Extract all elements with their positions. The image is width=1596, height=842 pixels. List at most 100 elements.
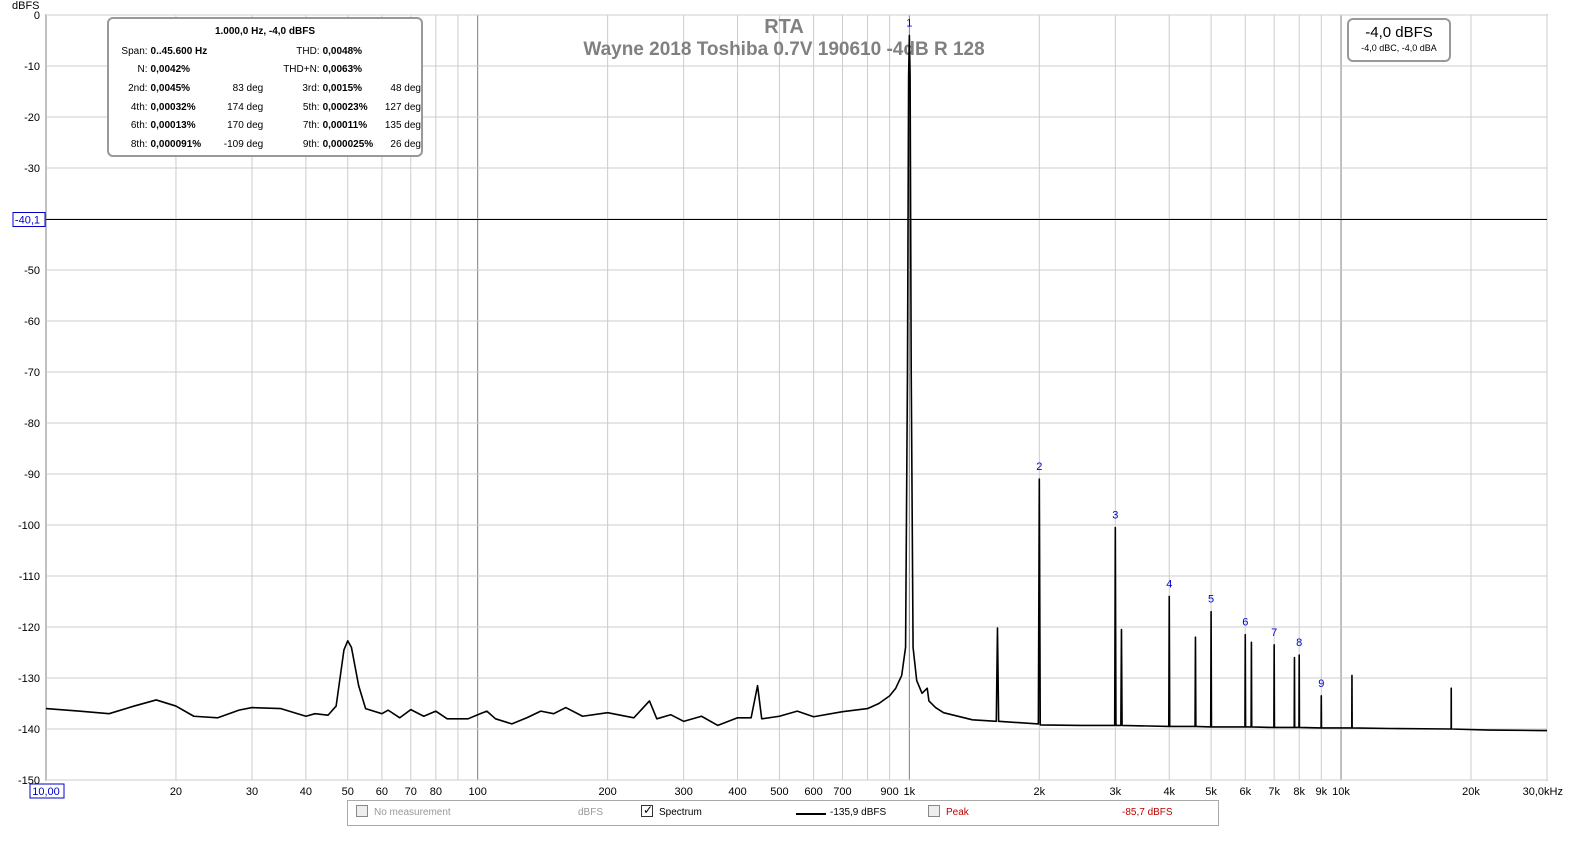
x-tick-label: 4k <box>1163 786 1175 798</box>
x-tick-label: 50 <box>342 786 354 798</box>
stats-cell: 0,00013% <box>150 120 196 132</box>
stats-cell: 83 deg <box>232 82 264 94</box>
stats-cell <box>374 61 421 80</box>
stats-row: 6th: 0,00013% 170 deg 7th: 0,00011% 135 deg <box>111 116 421 135</box>
chart-title: RTA <box>764 16 804 38</box>
stats-cell: 174 deg <box>227 101 264 113</box>
stats-row: Span: 0..45.600 Hz THD: 0,0048% <box>111 42 421 61</box>
no-measurement-unit: dBFS <box>578 807 604 818</box>
y-tick-label: -40,1 <box>15 215 40 227</box>
distortion-stats-panel[interactable]: 1.000,0 Hz, -4,0 dBFS Span: 0..45.600 Hz T… <box>107 17 423 157</box>
peak-checkbox[interactable] <box>928 805 940 817</box>
stats-cell: 0,0048% <box>322 45 363 57</box>
x-tick-label: 2k <box>1033 786 1045 798</box>
stats-cell: 135 deg <box>384 120 421 132</box>
y-tick-label: -80 <box>24 418 40 430</box>
stats-cell: 26 deg <box>390 138 421 150</box>
spectrum-series <box>45 34 1547 732</box>
x-tick-label: 20k <box>1462 786 1480 798</box>
x-tick-label: 200 <box>598 786 616 798</box>
stats-cell <box>219 61 271 80</box>
x-tick-label: 70 <box>405 786 417 798</box>
level-main: -4,0 dBFS <box>1365 24 1433 41</box>
stats-cell: 2nd: <box>128 82 148 94</box>
x-axis: 10,00 20 30 40 50 60 70 80 100 200 300 400 500 600 700… <box>29 783 1563 799</box>
harmonic-label: 9 <box>1318 678 1324 690</box>
spectrum-line-swatch <box>796 813 826 815</box>
x-tick-label: 10,00 <box>32 786 60 798</box>
legend-bar: No measurement dBFS Spectrum -135,9 dBFS… <box>347 800 1219 826</box>
stats-cell: 48 deg <box>390 82 421 94</box>
stats-cell: 0,000025% <box>322 138 374 150</box>
stats-cell: 6th: <box>130 120 148 132</box>
y-tick-label: -20 <box>24 112 40 124</box>
x-tick-label: 700 <box>833 786 851 798</box>
no-measurement-label: No measurement <box>374 807 451 818</box>
stats-cell: 3rd: <box>302 82 320 94</box>
x-tick-label: 30,0kHz <box>1523 786 1563 798</box>
stats-cell <box>219 42 271 61</box>
harmonic-markers: 1 2 3 4 5 6 7 8 9 <box>906 17 1324 689</box>
harmonic-label: 1 <box>906 17 912 29</box>
x-tick-label: 9k <box>1315 786 1327 798</box>
harmonic-label: 7 <box>1271 627 1277 639</box>
level-meter[interactable]: -4,0 dBFS -4,0 dBC, -4,0 dBA <box>1347 18 1451 62</box>
stats-cell: 7th: <box>302 120 320 132</box>
stats-cell: THD+N: <box>283 64 320 76</box>
y-tick-label: -50 <box>24 265 40 277</box>
stats-cell: N: <box>137 64 148 76</box>
x-tick-label: 80 <box>430 786 442 798</box>
y-tick-label: -30 <box>24 163 40 175</box>
y-tick-label: -140 <box>18 724 40 736</box>
x-tick-label: 10k <box>1332 786 1350 798</box>
stats-cell: 8th: <box>130 138 148 150</box>
spectrum-label: Spectrum <box>659 807 702 818</box>
x-tick-label: 500 <box>770 786 788 798</box>
stats-row: 4th: 0,00032% 174 deg 5th: 0,00023% 127 deg <box>111 98 421 117</box>
cursor-x-readout-box <box>29 783 65 799</box>
x-tick-label: 900 <box>880 786 898 798</box>
y-tick-label: -120 <box>18 622 40 634</box>
stats-cell: THD: <box>296 45 320 57</box>
peak-label: Peak <box>946 807 969 818</box>
x-tick-label: 30 <box>246 786 258 798</box>
y-tick-label: -130 <box>18 673 40 685</box>
harmonic-label: 8 <box>1296 637 1302 649</box>
stats-row: 8th: 0,000091% -109 deg 9th: 0,000025% 26 deg <box>111 135 421 154</box>
x-tick-label: 20 <box>170 786 182 798</box>
x-tick-label: 40 <box>300 786 312 798</box>
x-tick-label: 6k <box>1239 786 1251 798</box>
y-tick-label: -70 <box>24 367 40 379</box>
y-tick-label: -90 <box>24 469 40 481</box>
stats-cell: 0,00023% <box>322 101 368 113</box>
grid <box>45 14 1548 781</box>
x-tick-label: 100 <box>468 786 486 798</box>
harmonic-label: 4 <box>1166 578 1172 590</box>
x-tick-label: 60 <box>376 786 388 798</box>
cursor-y-readout-box <box>12 212 46 228</box>
stats-cell: 0,000091% <box>150 138 202 150</box>
y-tick-label: -60 <box>24 316 40 328</box>
stats-cell: 9th: <box>302 138 320 150</box>
stats-cell: 0,0042% <box>150 64 191 76</box>
stats-cell: 170 deg <box>227 120 264 132</box>
harmonic-label: 6 <box>1242 617 1248 629</box>
spectrum-checkbox[interactable] <box>641 803 653 817</box>
stats-cell: -109 deg <box>223 138 264 150</box>
y-axis: 0 -10 -20 -30 -40,1 -50 -60 -70 -80 -90 -100 -110 -1… <box>12 10 46 787</box>
y-tick-label: -100 <box>18 520 40 532</box>
stats-row: N: 0,0042% THD+N: 0,0063% <box>111 61 421 80</box>
no-measurement-checkbox[interactable] <box>356 805 368 817</box>
stats-cell: 127 deg <box>384 101 421 113</box>
stats-header: 1.000,0 Hz, -4,0 dBFS <box>214 26 316 37</box>
stats-table: Span: 0..45.600 Hz THD: 0,0048% N: 0,0042% THD… <box>111 42 421 154</box>
x-tick-label: 600 <box>804 786 822 798</box>
stats-cell: Span: <box>121 45 148 57</box>
stats-row: 2nd: 0,0045% 83 deg 3rd: 0,0015% 48 deg <box>111 79 421 98</box>
x-tick-label: 8k <box>1293 786 1305 798</box>
x-tick-label: 1k <box>904 786 916 798</box>
stats-cell <box>374 42 421 61</box>
spectrum-line <box>45 34 1547 732</box>
y-axis-label: dBFS <box>12 0 40 12</box>
x-tick-label: 400 <box>728 786 746 798</box>
